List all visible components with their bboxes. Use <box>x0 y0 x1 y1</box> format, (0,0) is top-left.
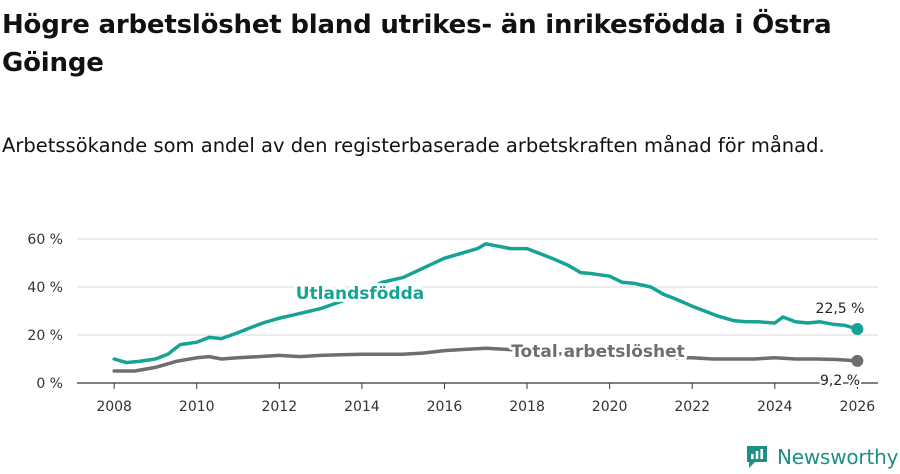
series-lines <box>112 242 864 373</box>
x-tick-label: 2010 <box>179 399 215 415</box>
series-name-label: Total arbetslöshet <box>511 342 685 362</box>
brand-name: Newsworthy <box>777 445 899 469</box>
x-axis: 2008 2010 2012 2014 2016 2018 2020 2022 2024 2026 <box>96 383 875 415</box>
y-tick-label: 0 % <box>36 376 63 392</box>
series-name-label: Utlandsfödda <box>296 284 425 304</box>
series-end-value: 9,2 % <box>820 373 860 389</box>
series-end-value: 22,5 % <box>816 301 865 317</box>
x-tick-label: 2020 <box>592 399 628 415</box>
series-line-total <box>112 346 860 373</box>
x-tick-label: 2016 <box>427 399 463 415</box>
x-tick-label: 2008 <box>96 399 132 415</box>
y-tick-label: 60 % <box>27 232 63 248</box>
x-tick-label: 2022 <box>674 399 710 415</box>
grid-lines <box>77 238 878 384</box>
chart-subtitle: Arbetssökande som andel av den registerb… <box>2 134 825 157</box>
series-end-point <box>851 323 864 335</box>
series-line-utlandsfodda <box>112 242 860 365</box>
x-tick-label: 2018 <box>509 399 545 415</box>
newsworthy-logo: Newsworthy <box>745 443 898 471</box>
x-tick-label: 2026 <box>840 399 876 415</box>
y-tick-label: 20 % <box>27 328 63 344</box>
y-axis: 0 % 20 % 40 % 60 % <box>27 232 63 392</box>
series-end-point <box>851 354 864 367</box>
x-tick-label: 2012 <box>261 399 297 415</box>
x-tick-label: 2014 <box>344 399 380 415</box>
newsworthy-logo-icon <box>747 446 767 468</box>
x-tick-label: 2024 <box>757 399 793 415</box>
chart-title: Högre arbetslöshet bland utrikes- än inr… <box>2 10 832 78</box>
y-tick-label: 40 % <box>27 280 63 296</box>
series-labels: Utlandsfödda Total arbetslöshet 22,5 % 9,2 … <box>293 281 867 391</box>
